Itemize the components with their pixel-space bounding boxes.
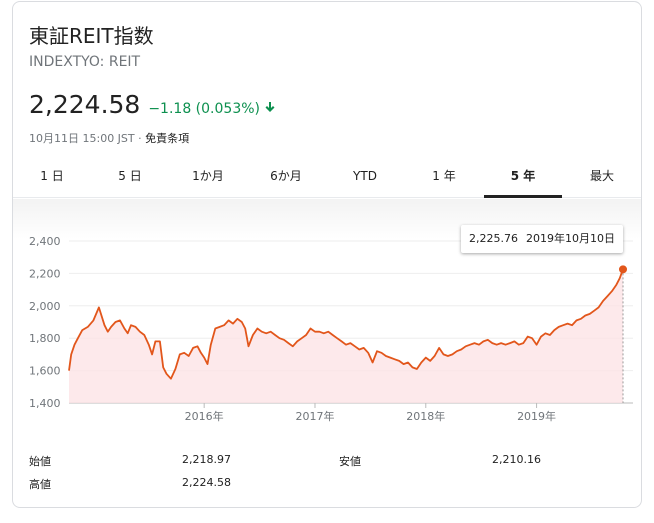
tooltip-value: 2,225.76: [469, 232, 518, 245]
stock-card: 東証REIT指数 INDEXTYO: REIT 2,224.58 −1.18 (…: [12, 1, 642, 508]
tab-ytd[interactable]: YTD: [353, 169, 377, 183]
tab-5-year[interactable]: 5 年: [484, 158, 562, 198]
tab-max[interactable]: 最大: [589, 169, 614, 183]
chart-area[interactable]: 2,400 2,200 2,000 1,800 1,600 1,400 2016年 2017年…: [13, 199, 641, 439]
x-tick-label: 2018年: [406, 409, 445, 423]
price-change: −1.18 (0.053%): [148, 101, 260, 117]
arrow-down-icon: [265, 101, 275, 112]
chart-tooltip: 2,225.76 2019年10月10日: [461, 225, 623, 253]
x-tick-label: 2019年: [517, 409, 556, 423]
timestamp-line: 10月11日 15:00 JST · 免責条項: [29, 130, 189, 146]
index-title: 東証REIT指数: [29, 24, 154, 48]
series-line: [68, 268, 624, 380]
range-tabs: 1 日 5 日 1か月 6か月 YTD 1 年 5 年 最大: [13, 158, 641, 198]
x-tick-label: 2017年: [295, 409, 334, 423]
low-value: 2,210.16: [492, 453, 541, 466]
tab-1-month[interactable]: 1か月: [192, 169, 224, 183]
tooltip-date: 2019年10月10日: [525, 232, 615, 245]
current-price: 2,224.58: [29, 90, 141, 119]
y-tick-label: 2,200: [29, 267, 61, 280]
ticker-symbol: INDEXTYO: REIT: [29, 54, 141, 70]
open-label: 始値: [29, 455, 51, 468]
tab-5-day[interactable]: 5 日: [118, 169, 142, 183]
x-tick-label: 2016年: [185, 409, 224, 423]
tab-1-day[interactable]: 1 日: [40, 169, 64, 183]
price-chart[interactable]: 2,400 2,200 2,000 1,800 1,600 1,400 2016年 2017年…: [13, 199, 641, 439]
price-row: 2,224.58 −1.18 (0.053%): [29, 90, 276, 119]
tab-6-month[interactable]: 6か月: [270, 169, 302, 183]
high-label: 高値: [29, 478, 51, 491]
tab-1-year[interactable]: 1 年: [432, 169, 456, 183]
low-label: 安値: [339, 455, 361, 468]
disclaimer-link[interactable]: 免責条項: [145, 132, 190, 145]
y-tick-label: 1,400: [29, 397, 61, 410]
y-tick-label: 1,800: [29, 332, 61, 345]
high-value: 2,224.58: [182, 476, 231, 489]
y-tick-label: 1,600: [29, 365, 61, 378]
open-value: 2,218.97: [182, 453, 231, 466]
timestamp: 10月11日 15:00 JST ·: [29, 132, 146, 145]
y-tick-label: 2,000: [29, 300, 61, 313]
y-tick-label: 2,400: [29, 235, 61, 248]
tooltip-point: [619, 265, 627, 274]
series-area: [69, 269, 623, 403]
